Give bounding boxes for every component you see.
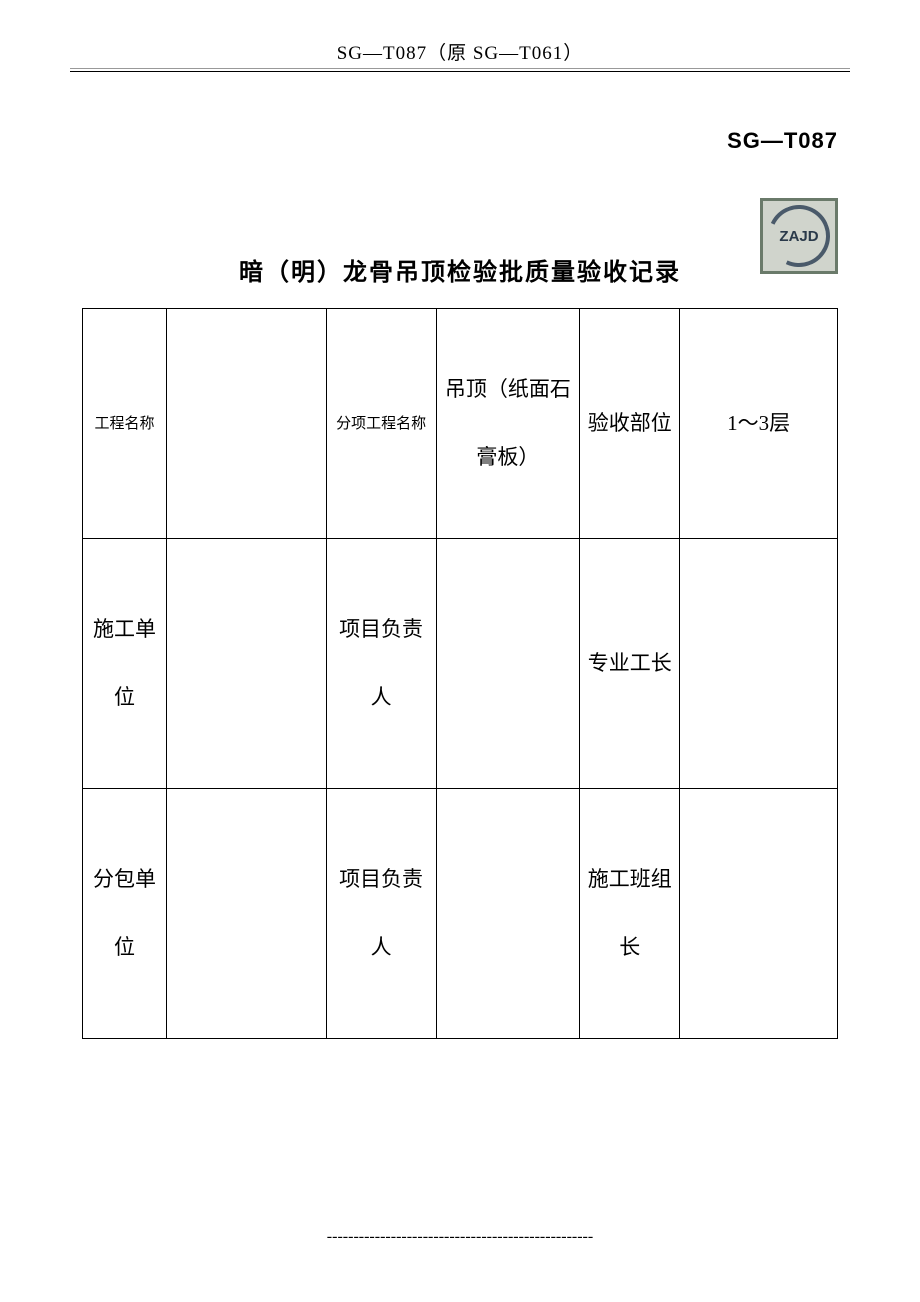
table-row: 工程名称 分项工程名称 吊顶（纸面石膏板） 验收部位 1～3层 [83,309,838,539]
cell-acceptance-part-label: 验收部位 [580,309,680,539]
header-code-line: SG—T087（原 SG—T061） [70,38,850,72]
cell-sub-project-leader-value [436,789,580,1039]
inspection-table: 工程名称 分项工程名称 吊顶（纸面石膏板） 验收部位 1～3层 施工单位 项目负… [82,308,838,1039]
cell-construction-unit-value [166,539,326,789]
cell-subcontractor-value [166,789,326,1039]
cell-sub-project-leader-label: 项目负责人 [326,789,436,1039]
table-row: 施工单位 项目负责人 专业工长 [83,539,838,789]
cell-project-name-label: 工程名称 [83,309,167,539]
header-text: SG—T087（原 SG—T061） [337,43,584,64]
footer-dashes: ----------------------------------------… [0,1228,920,1246]
cell-construction-unit-label: 施工单位 [83,539,167,789]
cell-acceptance-part-value: 1～3层 [680,309,838,539]
cell-subitem-label: 分项工程名称 [326,309,436,539]
cell-project-leader-value [436,539,580,789]
table-row: 分包单位 项目负责人 施工班组长 [83,789,838,1039]
cell-project-leader-label: 项目负责人 [326,539,436,789]
cell-team-leader-value [680,789,838,1039]
cell-foreman-label: 专业工长 [580,539,680,789]
cell-team-leader-label: 施工班组长 [580,789,680,1039]
stamp-text: ZAJD [777,228,820,245]
cell-foreman-value [680,539,838,789]
document-title: 暗（明）龙骨吊顶检验批质量验收记录 [0,252,920,287]
form-code: SG—T087 [727,128,838,154]
cell-subitem-value: 吊顶（纸面石膏板） [436,309,580,539]
header-underline [70,68,850,69]
cell-project-name-value [166,309,326,539]
cell-subcontractor-label: 分包单位 [83,789,167,1039]
